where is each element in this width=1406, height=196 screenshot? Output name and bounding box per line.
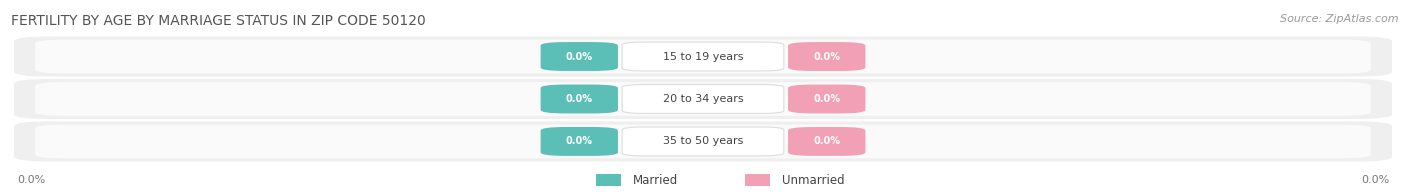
FancyBboxPatch shape: [787, 42, 866, 71]
FancyBboxPatch shape: [596, 174, 621, 186]
FancyBboxPatch shape: [35, 40, 1371, 73]
Text: 35 to 50 years: 35 to 50 years: [662, 136, 744, 146]
FancyBboxPatch shape: [14, 79, 1392, 119]
Text: 20 to 34 years: 20 to 34 years: [662, 94, 744, 104]
Text: Married: Married: [633, 174, 678, 187]
Text: 0.0%: 0.0%: [813, 52, 841, 62]
FancyBboxPatch shape: [35, 82, 1371, 116]
FancyBboxPatch shape: [540, 127, 619, 156]
Text: 15 to 19 years: 15 to 19 years: [662, 52, 744, 62]
Text: 0.0%: 0.0%: [17, 175, 45, 185]
Text: 0.0%: 0.0%: [813, 136, 841, 146]
FancyBboxPatch shape: [540, 84, 619, 113]
FancyBboxPatch shape: [14, 36, 1392, 77]
Text: 0.0%: 0.0%: [565, 94, 593, 104]
Text: 0.0%: 0.0%: [565, 52, 593, 62]
FancyBboxPatch shape: [35, 125, 1371, 158]
FancyBboxPatch shape: [787, 84, 866, 113]
FancyBboxPatch shape: [787, 127, 866, 156]
FancyBboxPatch shape: [621, 84, 785, 113]
Text: 0.0%: 0.0%: [813, 94, 841, 104]
FancyBboxPatch shape: [540, 42, 619, 71]
Text: Source: ZipAtlas.com: Source: ZipAtlas.com: [1281, 14, 1399, 24]
FancyBboxPatch shape: [14, 121, 1392, 162]
Text: 0.0%: 0.0%: [565, 136, 593, 146]
FancyBboxPatch shape: [621, 127, 785, 156]
Text: FERTILITY BY AGE BY MARRIAGE STATUS IN ZIP CODE 50120: FERTILITY BY AGE BY MARRIAGE STATUS IN Z…: [11, 14, 426, 28]
Text: 0.0%: 0.0%: [1361, 175, 1389, 185]
Text: Unmarried: Unmarried: [782, 174, 845, 187]
FancyBboxPatch shape: [621, 42, 785, 71]
FancyBboxPatch shape: [745, 174, 770, 186]
